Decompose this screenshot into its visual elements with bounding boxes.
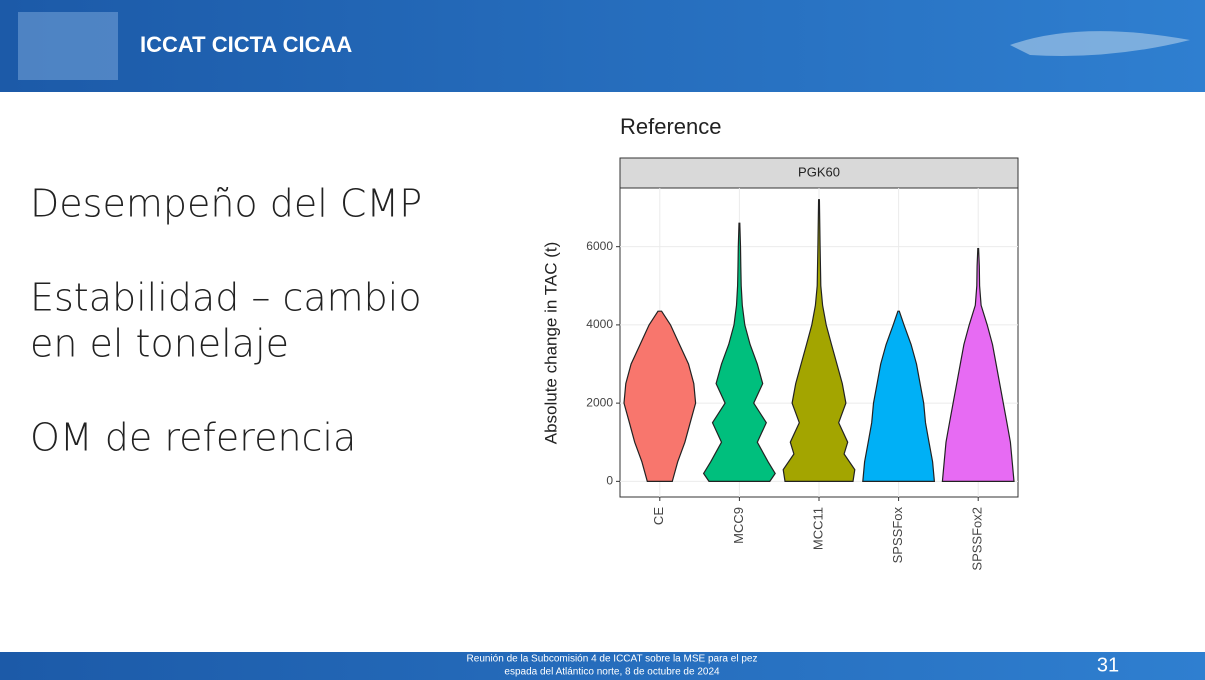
header-title: ICCAT CICTA CICAA [140,32,352,57]
y-axis-title: Absolute change in TAC (t) [541,242,560,445]
page-number: 31 [1097,654,1119,676]
facet-strip [619,157,1019,189]
footer-bar [0,652,1205,680]
bullet: Desempeño del CMP [30,182,422,226]
y-tick-label: 0 [606,474,613,488]
violin [782,199,856,482]
violin [862,310,936,482]
x-tick-label: CE [651,507,666,525]
logo [18,12,118,80]
facet-label: PGK60 [798,164,840,179]
y-tick-label: 6000 [586,239,613,253]
x-tick-label: MCC9 [731,507,746,544]
violin [941,248,1015,482]
violin [702,222,776,482]
bullet: Estabilidad – cambio [30,276,422,320]
fish-image [1010,31,1190,56]
y-tick-label: 4000 [586,317,613,331]
footer-text: Reunión de la Subcomisión 4 de ICCAT sob… [467,654,758,665]
bullet: en el tonelaje [30,322,289,366]
x-tick-label: SPSSFox2 [970,507,985,571]
header-bar [0,0,1205,92]
x-tick-label: SPSSFox [890,507,905,564]
chart-title: Reference [620,114,722,139]
y-tick-label: 2000 [586,395,613,409]
violin [623,310,697,482]
footer-text: espada del Atlántico norte, 8 de octubre… [504,667,720,678]
bullet: OM de referencia [30,416,356,460]
x-tick-label: MCC11 [810,507,825,550]
